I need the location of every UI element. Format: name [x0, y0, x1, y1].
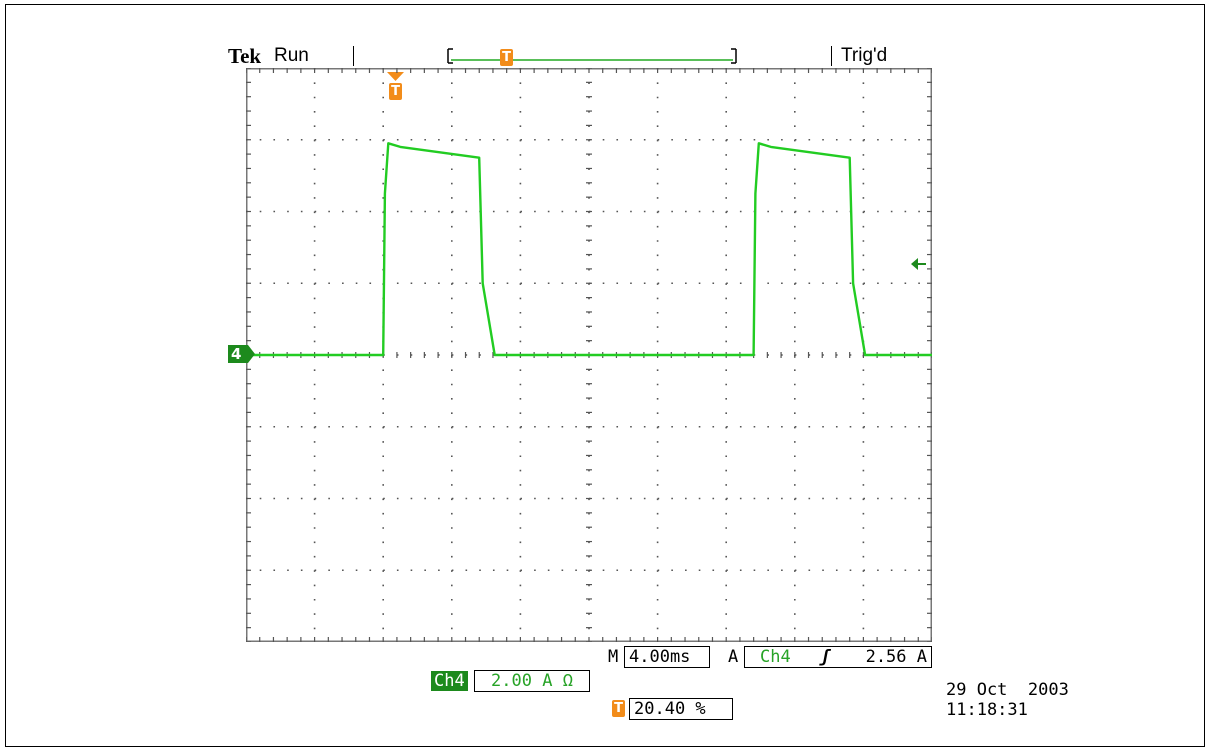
channel-4-scale[interactable]: 2.00 A Ω — [474, 670, 590, 692]
date-label: 29 Oct 2003 — [946, 680, 1069, 700]
rising-edge-icon: ʃ — [820, 647, 831, 667]
header-divider — [353, 46, 354, 66]
screenshot-frame — [5, 4, 1205, 747]
timebase-readout[interactable]: 4.00ms — [624, 646, 710, 668]
channel-4-ground-marker[interactable]: 4 — [228, 344, 256, 364]
waveform-trace-ch4 — [246, 142, 932, 357]
graticule — [246, 68, 932, 642]
record-position-indicator: T — [447, 47, 737, 66]
trigger-position-readout[interactable]: 20.40 % — [629, 698, 733, 720]
channel-marker-label: 4 — [231, 345, 242, 363]
trigger-readout[interactable]: Ch4 ʃ 2.56 A — [744, 646, 932, 668]
trigger-marker-icon: T — [389, 83, 402, 100]
time-label: 11:18:31 — [946, 700, 1028, 720]
header-divider — [831, 46, 832, 66]
trigger-position-icon: T — [612, 700, 625, 717]
trigger-prefix: A — [728, 647, 739, 667]
trigger-status: Trig'd — [841, 45, 888, 66]
record-trigger-marker-icon: T — [500, 49, 513, 66]
timebase-prefix: M — [608, 647, 619, 667]
trigger-level-value: 2.56 A — [865, 647, 927, 667]
trigger-position-marker[interactable]: T — [387, 72, 404, 102]
trigger-source: Ch4 — [760, 647, 791, 667]
brand-logo: Tek — [228, 44, 262, 68]
timestamp: 29 Oct 2003 11:18:31 — [946, 680, 1069, 720]
trigger-level-arrow-icon[interactable] — [911, 257, 927, 271]
waveform-display — [246, 68, 932, 642]
channel-4-badge[interactable]: Ch4 — [431, 671, 468, 691]
acquisition-state: Run — [274, 45, 309, 66]
